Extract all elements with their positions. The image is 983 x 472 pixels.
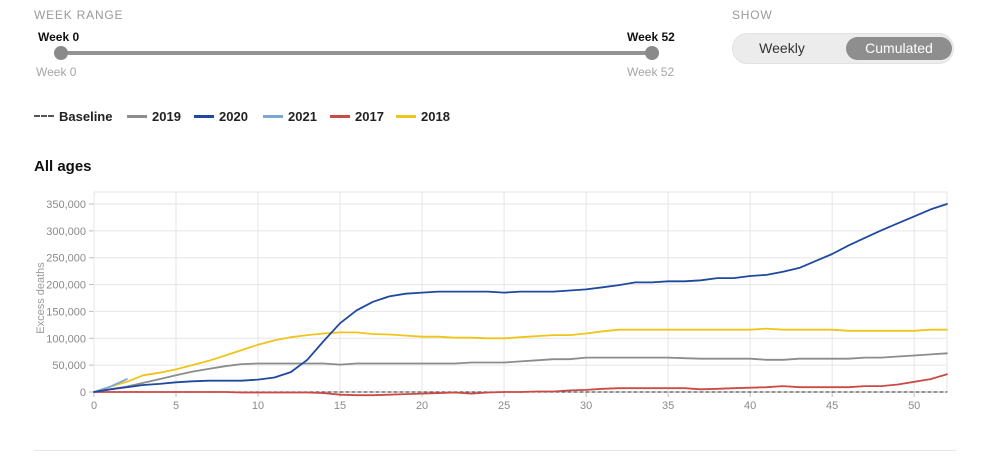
legend-label-2019: 2019	[152, 108, 181, 124]
x-tick-label: 0	[91, 400, 97, 412]
x-tick-label: 20	[416, 400, 428, 412]
legend-swatch-baseline	[34, 115, 54, 117]
slider-end-value: Week 52	[627, 30, 675, 44]
legend-item-2018[interactable]: 2018	[396, 108, 450, 124]
bottom-divider	[34, 450, 956, 451]
legend-swatch-2019	[127, 114, 147, 118]
legend-label-2018: 2018	[421, 108, 450, 124]
legend-label-2020: 2020	[219, 108, 248, 124]
legend-label-2021: 2021	[288, 108, 317, 124]
y-tick-label: 150,000	[46, 306, 86, 318]
series-line-2020	[93, 203, 948, 393]
series-line-2018	[93, 327, 948, 393]
slider-max-label: Week 52	[627, 65, 675, 79]
x-tick-label: 50	[908, 400, 920, 412]
legend-label-2017: 2017	[355, 108, 384, 124]
legend-swatch-2021	[263, 114, 283, 118]
legend-swatch-2017	[330, 114, 350, 118]
legend-swatch-2020	[194, 114, 214, 118]
legend-item-baseline[interactable]: Baseline	[34, 108, 112, 124]
show-toggle[interactable]: Weekly Cumulated	[732, 33, 954, 64]
slider-start-value: Week 0	[38, 30, 80, 44]
x-tick-label: 35	[662, 400, 674, 412]
legend-swatch-2018	[396, 114, 416, 118]
legend-item-2019[interactable]: 2019	[127, 108, 181, 124]
series-line-2019	[93, 352, 948, 393]
x-tick-label: 10	[252, 400, 264, 412]
chart-title: All ages	[34, 158, 92, 175]
legend-item-2017[interactable]: 2017	[330, 108, 384, 124]
x-tick-label: 5	[173, 400, 179, 412]
x-tick-label: 45	[826, 400, 838, 412]
x-tick-label: 25	[498, 400, 510, 412]
toggle-cumulated-option[interactable]: Cumulated	[846, 37, 952, 60]
legend-item-2020[interactable]: 2020	[194, 108, 248, 124]
y-tick-label: 50,000	[52, 360, 86, 372]
legend-label-baseline: Baseline	[59, 108, 113, 124]
x-tick-label: 30	[580, 400, 592, 412]
legend-item-2021[interactable]: 2021	[263, 108, 317, 124]
toggle-weekly-option[interactable]: Weekly	[759, 40, 805, 56]
slider-start-handle[interactable]	[54, 46, 68, 60]
show-label: SHOW	[732, 8, 773, 22]
y-tick-label: 300,000	[46, 226, 86, 238]
x-tick-label: 40	[744, 400, 756, 412]
slider-min-label: Week 0	[36, 65, 77, 79]
slider-end-handle[interactable]	[645, 46, 659, 60]
y-tick-label: 250,000	[46, 253, 86, 265]
series-line-2017	[93, 373, 948, 397]
y-axis-label: Excess deaths	[35, 262, 47, 334]
y-tick-label: 350,000	[46, 199, 86, 211]
y-tick-label: 100,000	[46, 333, 86, 345]
y-tick-label: 0	[80, 387, 86, 399]
y-tick-label: 200,000	[46, 280, 86, 292]
week-range-slider[interactable]	[61, 51, 653, 55]
week-range-label: WEEK RANGE	[34, 8, 124, 22]
x-tick-label: 15	[334, 400, 346, 412]
